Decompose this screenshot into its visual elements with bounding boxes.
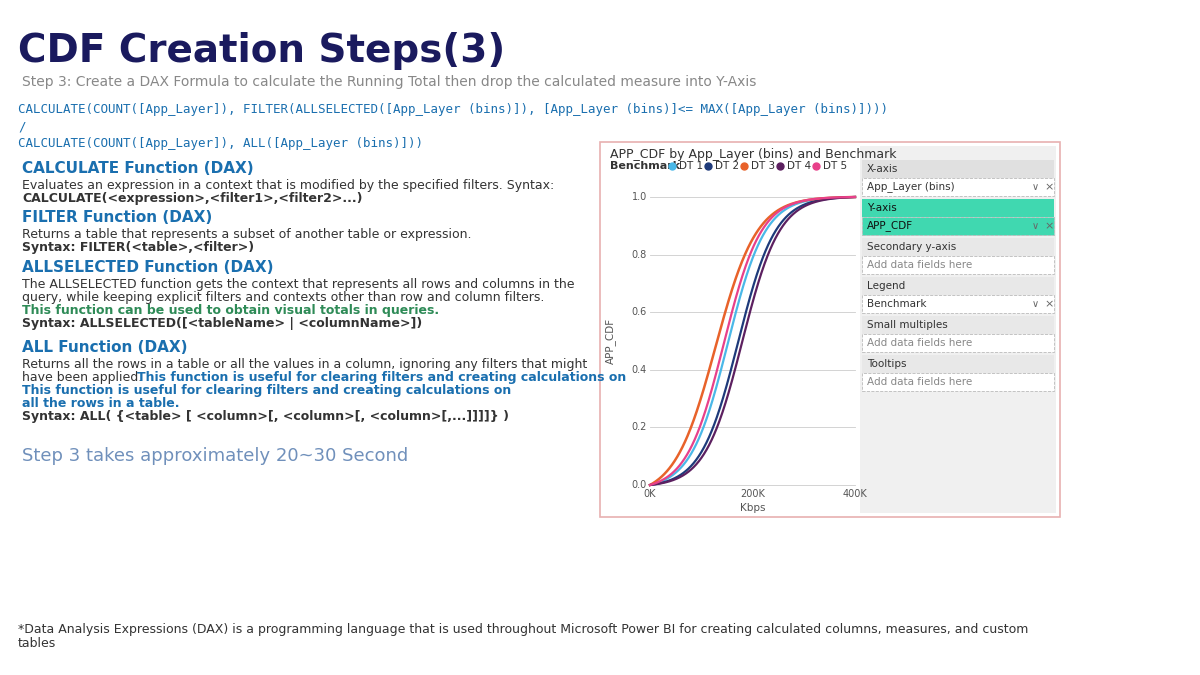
Text: Evaluates an expression in a context that is modified by the specified filters. : Evaluates an expression in a context tha… <box>22 179 554 192</box>
Text: Add data fields here: Add data fields here <box>866 338 972 348</box>
Text: 0.2: 0.2 <box>631 423 647 433</box>
Bar <box>862 295 1054 313</box>
Bar <box>862 217 1054 235</box>
Text: ∨: ∨ <box>1032 299 1039 309</box>
Text: 0.0: 0.0 <box>631 480 647 490</box>
Bar <box>862 277 1054 295</box>
Text: X-axis: X-axis <box>866 164 899 174</box>
Text: ×: × <box>1044 299 1054 309</box>
Text: Add data fields here: Add data fields here <box>866 260 972 270</box>
Text: tables: tables <box>18 637 56 650</box>
Text: DT 5: DT 5 <box>823 161 847 171</box>
Text: /: / <box>18 120 25 133</box>
Bar <box>862 334 1054 352</box>
Text: APP_CDF: APP_CDF <box>605 318 616 364</box>
Text: Benchmark: Benchmark <box>610 161 680 171</box>
Text: Small multiples: Small multiples <box>866 320 948 330</box>
Text: The ALLSELECTED function gets the context that represents all rows and columns i: The ALLSELECTED function gets the contex… <box>22 278 575 291</box>
Text: This function can be used to obtain visual totals in queries.: This function can be used to obtain visu… <box>22 304 439 317</box>
Text: Benchmark: Benchmark <box>866 299 926 309</box>
Text: Kbps: Kbps <box>739 503 766 513</box>
Bar <box>862 160 1054 178</box>
Text: Tooltips: Tooltips <box>866 359 906 369</box>
Bar <box>862 178 1054 196</box>
Text: ∨: ∨ <box>1032 221 1039 231</box>
Text: 200K: 200K <box>740 489 764 499</box>
Bar <box>862 256 1054 274</box>
Bar <box>862 373 1054 391</box>
Text: Step 3 takes approximately 20~30 Second: Step 3 takes approximately 20~30 Second <box>22 447 408 465</box>
Text: DT 3: DT 3 <box>751 161 775 171</box>
Text: Step 3: Create a DAX Formula to calculate the Running Total then drop the calcul: Step 3: Create a DAX Formula to calculat… <box>22 75 756 89</box>
Text: Secondary y-axis: Secondary y-axis <box>866 242 956 252</box>
Text: DT 1: DT 1 <box>679 161 703 171</box>
Text: have been applied.: have been applied. <box>22 371 146 384</box>
Text: APP_CDF by App_Layer (bins) and Benchmark: APP_CDF by App_Layer (bins) and Benchmar… <box>610 148 896 161</box>
Bar <box>862 238 1054 256</box>
Text: Y-axis: Y-axis <box>866 203 896 213</box>
Text: *Data Analysis Expressions (DAX) is a programming language that is used througho: *Data Analysis Expressions (DAX) is a pr… <box>18 623 1028 636</box>
Text: Returns all the rows in a table or all the values in a column, ignoring any filt: Returns all the rows in a table or all t… <box>22 358 587 371</box>
Text: 0.8: 0.8 <box>631 250 647 260</box>
Text: 1.0: 1.0 <box>631 192 647 202</box>
Text: query, while keeping explicit filters and contexts other than row and column fil: query, while keeping explicit filters an… <box>22 291 548 304</box>
Text: ALL Function (DAX): ALL Function (DAX) <box>22 340 187 355</box>
Text: Syntax: ALLSELECTED([<tableName> | <columnName>]): Syntax: ALLSELECTED([<tableName> | <colu… <box>22 317 422 330</box>
Text: 400K: 400K <box>842 489 868 499</box>
Bar <box>862 355 1054 373</box>
Text: 0K: 0K <box>643 489 656 499</box>
Text: CALCULATE(<expression>,<filter1>,<filter2>...): CALCULATE(<expression>,<filter1>,<filter… <box>22 192 362 205</box>
Text: This function is useful for clearing filters and creating calculations on: This function is useful for clearing fil… <box>137 371 626 384</box>
Text: This function is useful for clearing filters and creating calculations on: This function is useful for clearing fil… <box>22 384 511 397</box>
Text: all the rows in a table.: all the rows in a table. <box>22 397 180 410</box>
Text: ALLSELECTED Function (DAX): ALLSELECTED Function (DAX) <box>22 260 274 275</box>
Bar <box>600 142 1060 517</box>
Bar <box>862 316 1054 334</box>
Text: CALCULATE(COUNT([App_Layer]), FILTER(ALLSELECTED([App_Layer (bins)]), [App_Layer: CALCULATE(COUNT([App_Layer]), FILTER(ALL… <box>18 103 888 116</box>
Text: FILTER Function (DAX): FILTER Function (DAX) <box>22 210 212 225</box>
Text: Returns a table that represents a subset of another table or expression.: Returns a table that represents a subset… <box>22 228 472 241</box>
Text: Syntax: ALL( {<table> [ <column>[, <column>[, <column>[,...]]]]} ): Syntax: ALL( {<table> [ <column>[, <colu… <box>22 410 509 423</box>
Text: DT 2: DT 2 <box>715 161 739 171</box>
Text: ∨: ∨ <box>1032 182 1039 192</box>
Text: 0.4: 0.4 <box>631 364 647 375</box>
Text: ×: × <box>1044 221 1054 231</box>
Text: App_Layer (bins): App_Layer (bins) <box>866 182 955 192</box>
Text: DT 4: DT 4 <box>787 161 811 171</box>
Text: Add data fields here: Add data fields here <box>866 377 972 387</box>
Text: APP_CDF: APP_CDF <box>866 221 913 232</box>
Text: Syntax: FILTER(<table>,<filter>): Syntax: FILTER(<table>,<filter>) <box>22 241 254 254</box>
Text: 0.6: 0.6 <box>631 307 647 317</box>
Text: Legend: Legend <box>866 281 905 291</box>
Text: CALCULATE Function (DAX): CALCULATE Function (DAX) <box>22 161 253 176</box>
Text: ×: × <box>1044 182 1054 192</box>
Bar <box>860 146 1056 513</box>
Text: CDF Creation Steps(3): CDF Creation Steps(3) <box>18 32 505 70</box>
Text: CALCULATE(COUNT([App_Layer]), ALL([App_Layer (bins)])): CALCULATE(COUNT([App_Layer]), ALL([App_L… <box>18 137 424 150</box>
Bar <box>862 199 1054 217</box>
